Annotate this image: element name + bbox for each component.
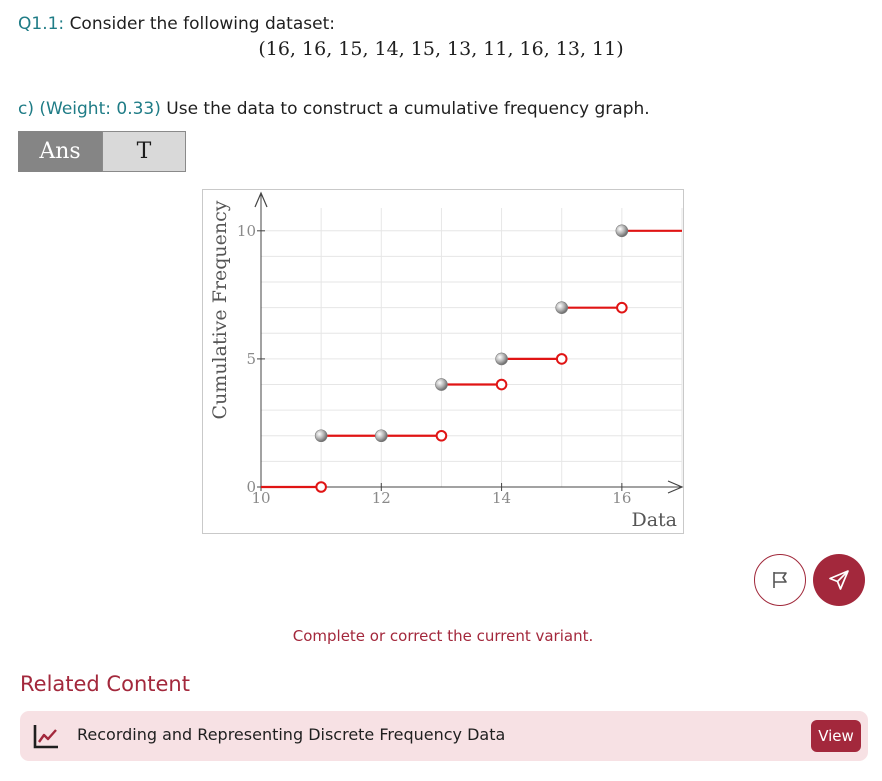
y-tick-label: 10 xyxy=(237,222,256,240)
closed-point xyxy=(435,378,448,391)
part-line: c) (Weight: 0.33) Use the data to constr… xyxy=(18,99,650,119)
closed-point xyxy=(555,301,569,314)
x-axis-label: Data xyxy=(631,509,677,531)
tab-ans[interactable]: Ans xyxy=(18,131,102,172)
x-tick-label: 12 xyxy=(372,489,391,507)
status-message: Complete or correct the current variant. xyxy=(292,627,594,645)
open-point xyxy=(616,301,628,314)
question-label: Q1.1: xyxy=(18,14,65,34)
x-tick-label: 10 xyxy=(251,489,270,507)
paper-plane-icon xyxy=(829,570,849,590)
tab-t[interactable]: T xyxy=(102,131,186,172)
chart-svg[interactable]: 10 12 14 16 0 5 10 Data Cumulative Frequency xyxy=(203,190,685,535)
part-text: Use the data to construct a cumulative f… xyxy=(166,99,650,119)
related-heading: Related Content xyxy=(20,672,190,696)
x-axis-arrow xyxy=(667,480,684,494)
x-tick-label: 16 xyxy=(612,489,631,507)
question-text: Consider the following dataset: xyxy=(69,14,335,34)
cumulative-frequency-graph[interactable]: 10 12 14 16 0 5 10 Data Cumulative Frequency xyxy=(202,189,684,534)
question-line: Q1.1: Consider the following dataset: xyxy=(18,14,335,34)
closed-point xyxy=(615,224,629,238)
related-item-title: Recording and Representing Discrete Freq… xyxy=(77,725,506,744)
closed-point xyxy=(374,429,388,443)
view-button[interactable]: View xyxy=(811,720,861,752)
part-label: c) (Weight: 0.33) xyxy=(18,99,161,119)
y-tick-label: 0 xyxy=(246,478,256,496)
open-point xyxy=(315,481,327,493)
flag-icon xyxy=(773,572,787,588)
open-point xyxy=(555,353,568,365)
related-item[interactable]: Recording and Representing Discrete Freq… xyxy=(20,711,868,761)
y-tick-label: 5 xyxy=(246,350,256,368)
closed-point xyxy=(314,429,328,443)
line-chart-icon xyxy=(33,725,58,749)
submit-button[interactable] xyxy=(813,554,865,606)
x-tick-label: 14 xyxy=(492,489,511,507)
open-point xyxy=(435,429,448,442)
open-point xyxy=(495,378,508,391)
answer-tabs: Ans T xyxy=(18,131,186,172)
y-axis-label: Cumulative Frequency xyxy=(209,200,231,419)
y-axis-arrow xyxy=(254,191,268,208)
flag-button[interactable] xyxy=(754,554,806,606)
closed-point xyxy=(495,352,508,366)
dataset: (16, 16, 15, 14, 15, 13, 11, 16, 13, 11) xyxy=(258,38,624,60)
